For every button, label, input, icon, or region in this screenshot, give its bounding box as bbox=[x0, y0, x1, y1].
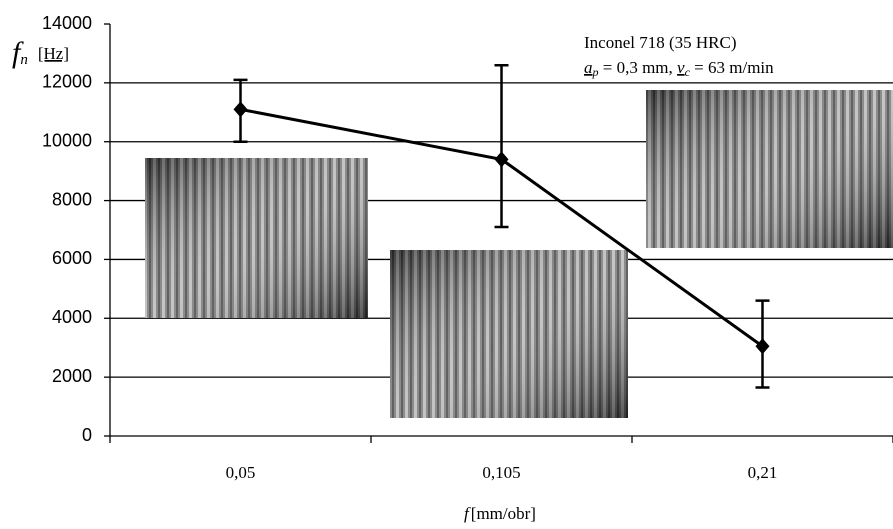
annotation: Inconel 718 (35 HRC) bbox=[584, 33, 737, 52]
y-tick-label: 0 bbox=[82, 425, 92, 445]
annotation-part: v bbox=[677, 58, 685, 77]
annotation-part: = 63 m/min bbox=[690, 58, 774, 77]
annotation-part: = 0,3 mm, bbox=[599, 58, 678, 77]
x-label-symbol: f bbox=[464, 504, 471, 523]
micrograph-shade bbox=[646, 90, 893, 248]
y-tick-label: 14000 bbox=[42, 13, 92, 33]
annotation-part: a bbox=[584, 58, 593, 77]
y-tick-label: 8000 bbox=[52, 189, 92, 209]
marker bbox=[755, 338, 770, 355]
x-label-unit: [mm/obr] bbox=[471, 504, 536, 523]
annotation-part: c bbox=[685, 65, 691, 79]
x-tick-label: 0,105 bbox=[482, 463, 520, 482]
y-tick-label: 6000 bbox=[52, 248, 92, 268]
y-tick-label: 10000 bbox=[42, 130, 92, 150]
y-label-sub: n bbox=[20, 52, 28, 68]
micrograph-shade bbox=[390, 250, 628, 418]
micrographs bbox=[145, 90, 893, 418]
marker bbox=[233, 101, 248, 118]
y-axis-label: fn [Hz] bbox=[12, 36, 69, 69]
micrograph-shade bbox=[145, 158, 368, 318]
x-axis-label: f [mm/obr] bbox=[464, 504, 536, 523]
marker bbox=[494, 151, 509, 168]
y-tick-label: 12000 bbox=[42, 72, 92, 92]
y-tick-label: 4000 bbox=[52, 307, 92, 327]
x-tick-label: 0,21 bbox=[748, 463, 778, 482]
x-tick-label: 0,05 bbox=[226, 463, 256, 482]
error-bar bbox=[494, 63, 509, 229]
annotation-part: p bbox=[592, 65, 599, 79]
y-label-unit: [Hz] bbox=[38, 44, 69, 63]
y-tick-label: 2000 bbox=[52, 366, 92, 386]
annotation: ap = 0,3 mm, vc = 63 m/min bbox=[584, 58, 774, 79]
